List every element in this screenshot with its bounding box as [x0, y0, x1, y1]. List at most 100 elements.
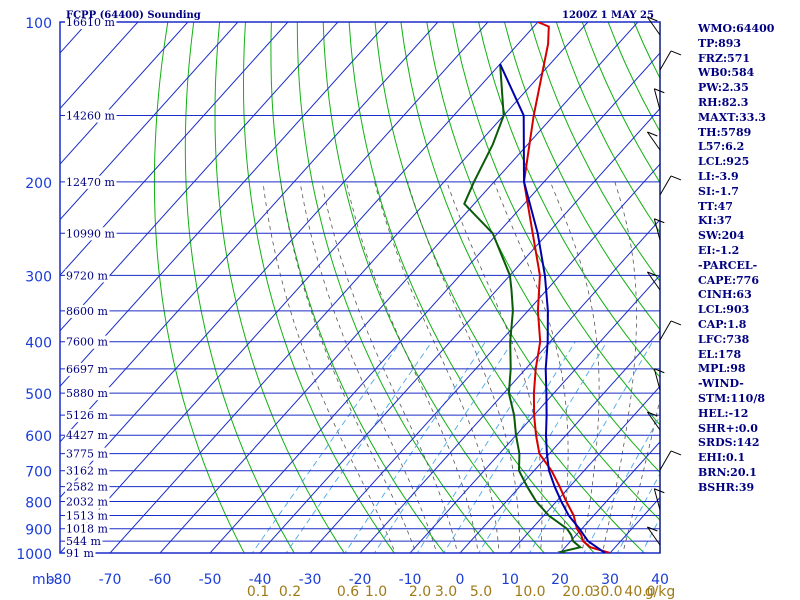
height-label-bg [65, 269, 110, 283]
wind-barb-staff [659, 450, 672, 471]
index-item: BRN:20.1 [698, 465, 757, 479]
isotherm-line [259, 107, 660, 553]
height-level-label: 5126 m [66, 409, 108, 422]
wind-barb-staff [659, 175, 672, 196]
index-item: STM:110/8 [698, 391, 765, 405]
mixing-ratio-line [251, 341, 402, 553]
isotherm-line [159, 22, 639, 553]
isotherm-line [559, 441, 660, 553]
index-item: L57:6.2 [698, 140, 745, 154]
index-item: BSHR:39 [698, 480, 755, 494]
mixing-ratio-label: 30.0 [591, 584, 622, 600]
moist-adiabat-line [601, 181, 637, 553]
mixing-ratio-label: 0.6 [337, 584, 359, 600]
mixing-ratio-line [344, 341, 486, 553]
height-level-label: 9720 m [66, 269, 108, 282]
moist-adiabat-line [549, 181, 600, 553]
height-label-bg [65, 16, 117, 29]
moist-adiabat-line [321, 181, 458, 553]
height-label-bg [65, 109, 117, 123]
wind-barb-staff [653, 218, 661, 241]
wind-barb-flag [654, 88, 665, 94]
isotherm-line [309, 163, 660, 553]
index-item: LCL:925 [698, 155, 750, 169]
isotherm-line [509, 385, 660, 553]
wind-barb-staff [653, 488, 661, 511]
pressure-tick-label: 1000 [16, 547, 52, 563]
index-item: SI:-1.7 [698, 184, 739, 198]
temperature-tick-label: 30 [601, 572, 619, 588]
temperature-tick-label: -80 [49, 572, 72, 588]
isotherm-line [209, 52, 660, 553]
mixing-ratio-line [528, 341, 653, 553]
mixing-ratio-label: 10.0 [514, 584, 545, 600]
height-label-bg [65, 535, 103, 549]
mixing-ratio-line [373, 341, 513, 553]
index-item: CAP:1.8 [698, 317, 747, 331]
moist-adiabat-line [493, 181, 569, 553]
wind-barb-staff [653, 368, 661, 391]
parcel-profile [499, 63, 606, 553]
dry-adiabat-line [322, 22, 545, 553]
index-item: TT:47 [698, 199, 733, 213]
height-level-label: 3775 m [66, 448, 108, 461]
mixing-ratio-label: 3.0 [435, 584, 457, 600]
temperature-tick-label: -10 [399, 572, 422, 588]
temperature-tick-label: 0 [456, 572, 465, 588]
dry-adiabat-line [374, 22, 646, 553]
index-item: HEL:-12 [698, 406, 749, 420]
temperature-profile [522, 22, 611, 553]
height-label-bg [65, 509, 110, 523]
temperature-tick-label: -20 [349, 572, 372, 588]
valid-time: 1200Z 1 MAY 25 [562, 10, 654, 21]
wind-barb-flag [647, 271, 658, 277]
moist-adiabat-line [280, 181, 417, 553]
isotherm-line [459, 330, 660, 553]
pressure-tick-label: 400 [25, 336, 52, 352]
index-item: TP:893 [698, 36, 742, 50]
mixing-ratio-line [285, 341, 433, 553]
index-item: SW:204 [698, 229, 745, 243]
index-item: SHR+:0.0 [698, 421, 758, 435]
dewpoint-profile [463, 63, 583, 553]
dry-adiabat-line [270, 22, 445, 553]
mixing-ratio-label: 5.0 [470, 584, 492, 600]
dry-adiabat-line [184, 22, 295, 553]
pressure-tick-label: 100 [25, 16, 52, 32]
height-label-bg [65, 447, 110, 461]
height-level-label: 14260 m [66, 110, 115, 123]
wind-barb-flag [670, 320, 682, 326]
pressure-unit-label: mb [32, 572, 55, 588]
mixing-ratio-line [443, 341, 576, 553]
mixing-ratio-label: 0.1 [247, 584, 269, 600]
wind-barb-staff [653, 88, 661, 111]
height-level-label: 16610 m [66, 16, 115, 29]
height-label-bg [65, 495, 110, 509]
index-item: TH:5789 [698, 125, 752, 139]
pressure-tick-label: 700 [25, 465, 52, 481]
index-item: EHI:0.1 [698, 451, 746, 465]
moist-adiabat-line [299, 181, 438, 553]
index-item: MAXT:33.3 [698, 110, 766, 124]
temperature-tick-label: -40 [249, 572, 272, 588]
temperature-tick-label: 40 [651, 572, 669, 588]
wind-barb-flag [647, 131, 658, 137]
wind-barb-staff [659, 50, 672, 71]
pressure-tick-label: 600 [25, 429, 52, 445]
pressure-tick-label: 200 [25, 176, 52, 192]
isotherm-line [60, 22, 239, 221]
pressure-tick-label: 300 [25, 269, 52, 285]
index-item: RH:82.3 [698, 95, 749, 109]
temperature-tick-label: -60 [149, 572, 172, 588]
isotherm-line [60, 22, 289, 276]
index-item: EL:178 [698, 347, 742, 361]
temperature-tick-label: -30 [299, 572, 322, 588]
index-item: CINH:63 [698, 288, 752, 302]
wind-barb-flag [670, 50, 682, 56]
index-item: PW:2.35 [698, 81, 749, 95]
moist-adiabat-line [374, 181, 500, 553]
index-item: SRDS:142 [698, 436, 760, 450]
pressure-tick-label: 900 [25, 523, 52, 539]
height-level-label: 7600 m [66, 336, 108, 349]
